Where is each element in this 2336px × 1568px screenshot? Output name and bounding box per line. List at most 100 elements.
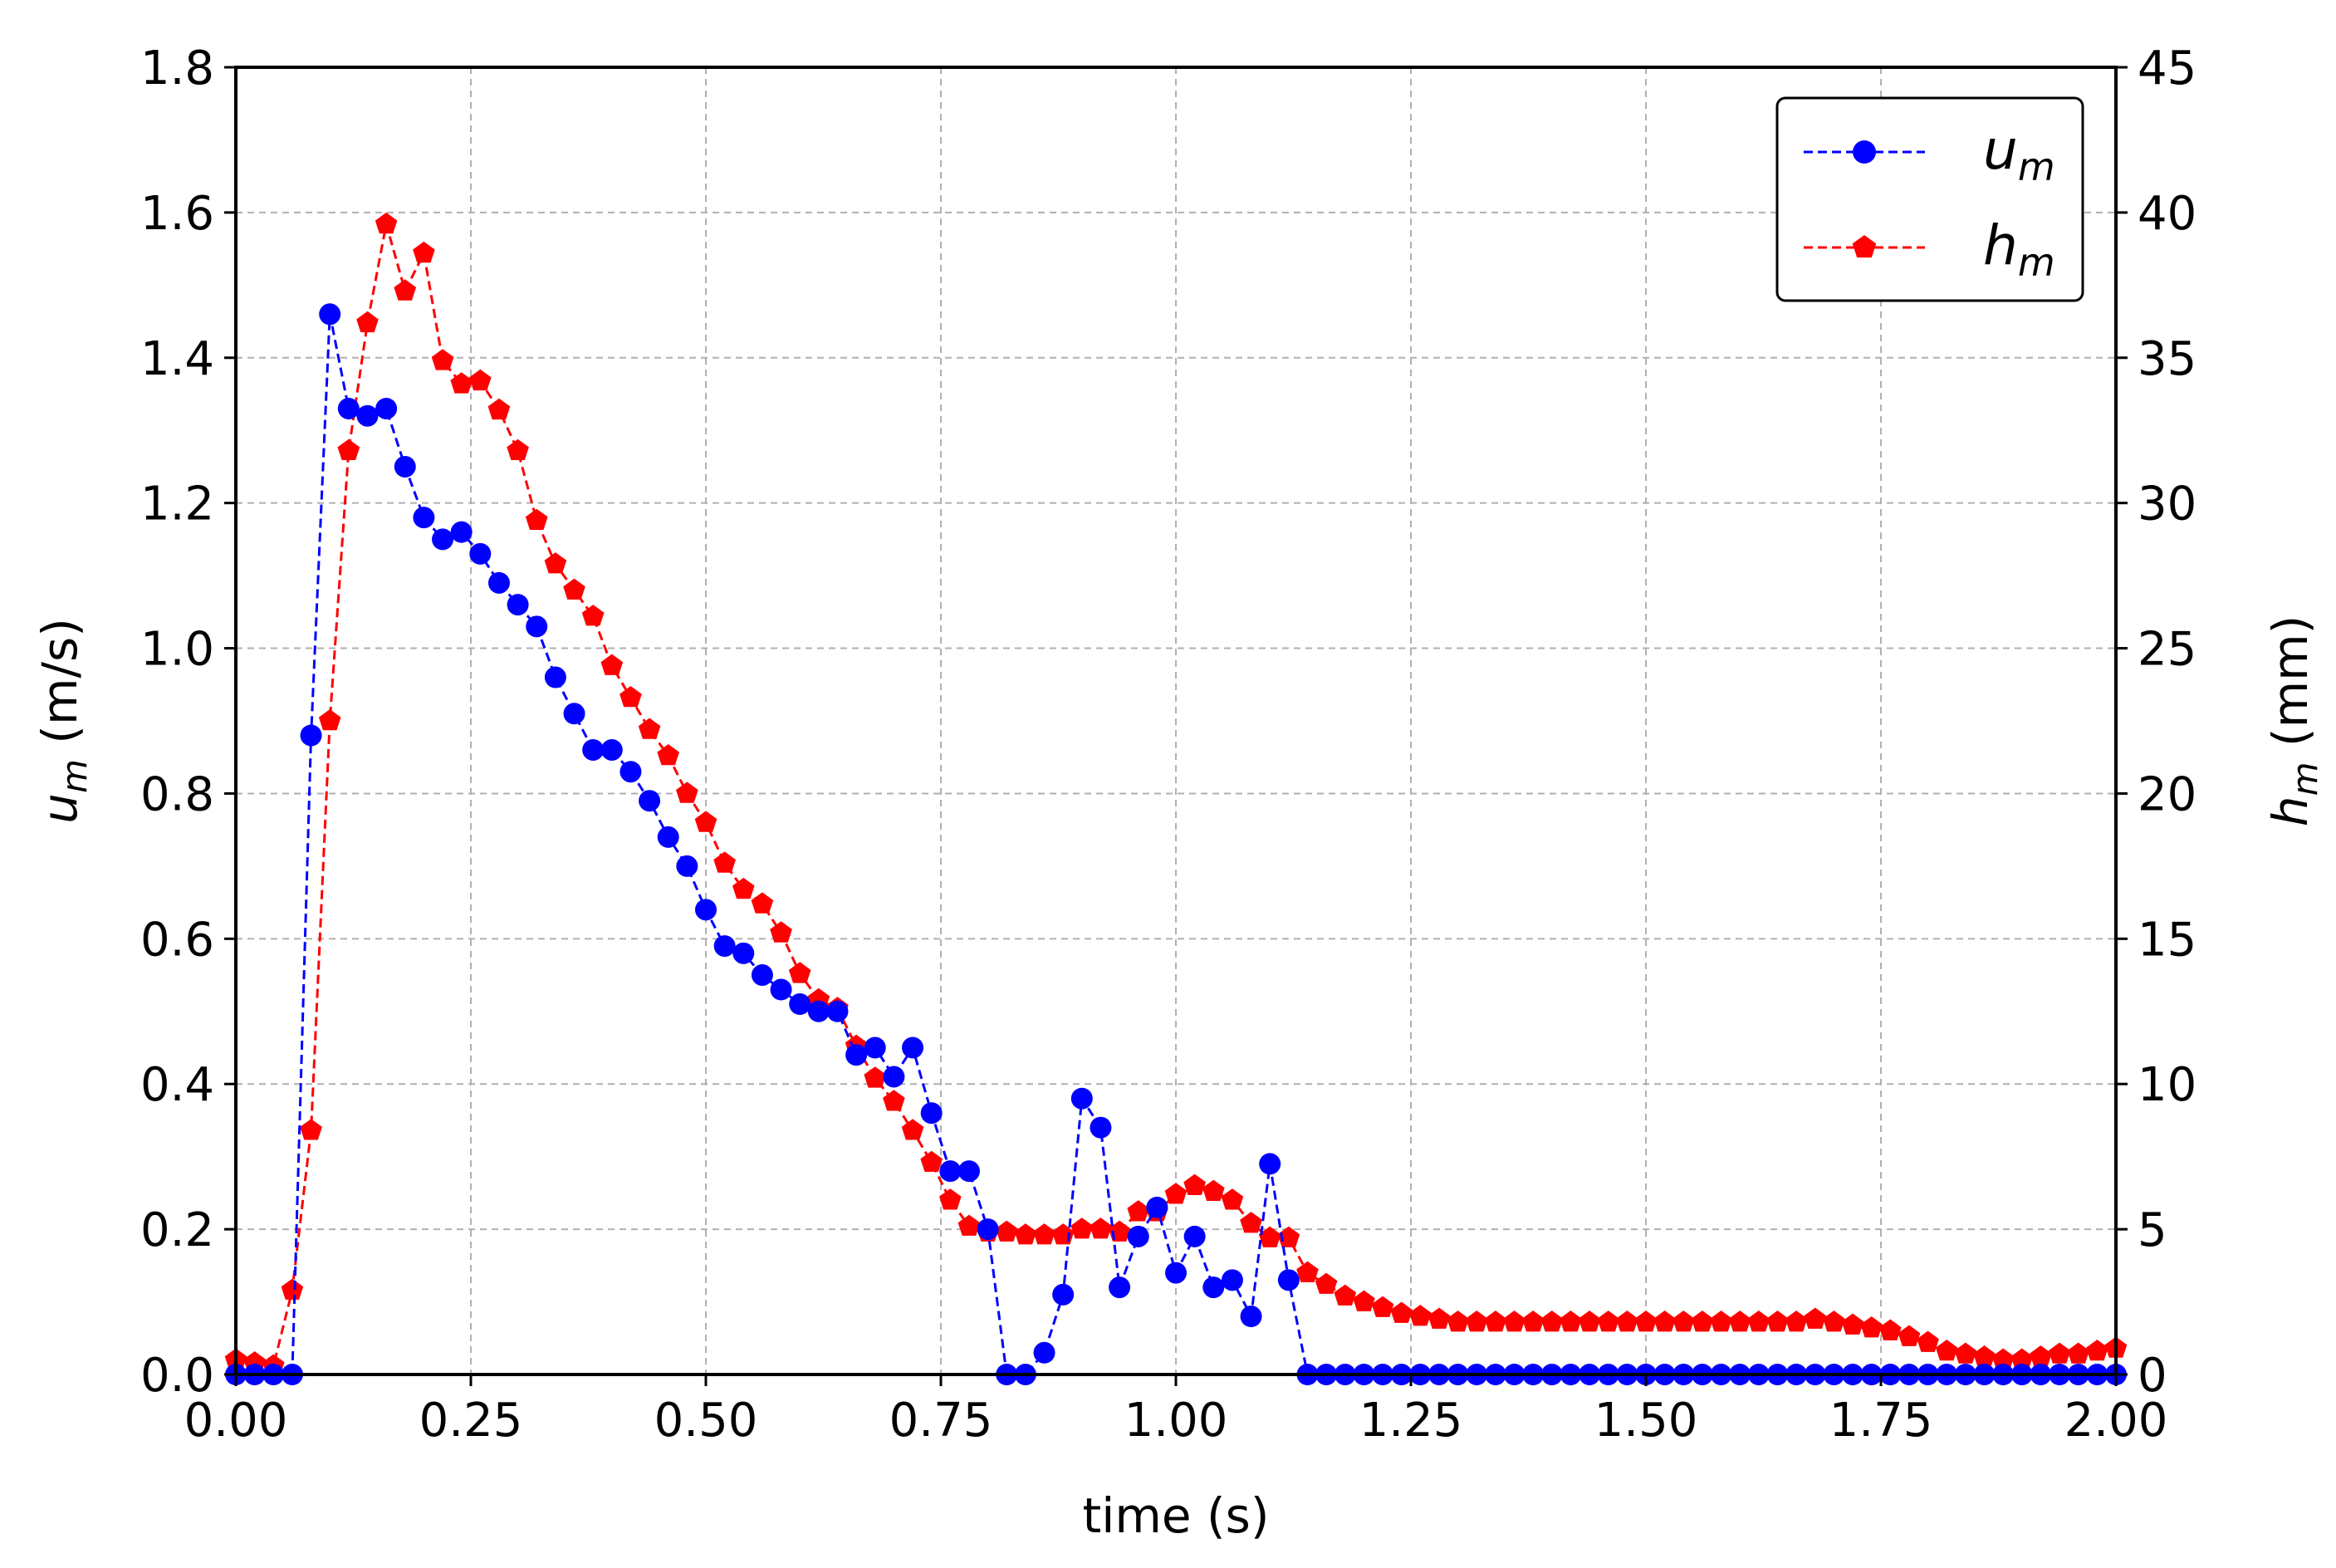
data-point-hm <box>1634 1311 1658 1332</box>
data-point-um <box>1052 1283 1075 1306</box>
data-point-hm <box>1409 1305 1432 1326</box>
legend-label-h-sub: m <box>2018 240 2055 285</box>
series-um <box>225 303 2127 1385</box>
y-right-label-space <box>2262 747 2319 762</box>
data-point-um <box>300 724 322 747</box>
y-left-label-unit: (m/s) <box>32 618 88 744</box>
x-tick-label: 1.00 <box>1124 1394 1228 1448</box>
y-left-label-sub: m <box>54 759 95 793</box>
x-tick-label: 0.00 <box>184 1394 288 1448</box>
data-point-hm <box>1221 1188 1244 1210</box>
data-point-hm <box>1334 1284 1357 1306</box>
data-point-um <box>413 507 435 529</box>
data-point-um <box>544 666 566 688</box>
data-point-um <box>432 528 454 551</box>
data-point-um <box>450 521 473 543</box>
data-point-um <box>920 1102 943 1125</box>
data-point-um <box>807 1000 830 1022</box>
data-point-um <box>883 1066 905 1088</box>
data-point-hm <box>450 372 473 394</box>
data-point-hm <box>1917 1330 1939 1352</box>
y-left-label-space <box>32 744 88 759</box>
data-point-hm <box>939 1188 962 1210</box>
data-point-hm <box>995 1220 1018 1242</box>
data-point-hm <box>394 279 417 301</box>
data-point-hm <box>2067 1342 2089 1364</box>
data-point-um <box>507 594 529 616</box>
data-point-hm <box>1672 1311 1695 1332</box>
data-point-um <box>469 542 492 565</box>
data-point-hm <box>1090 1218 1112 1239</box>
data-point-um <box>957 1160 980 1183</box>
data-point-um <box>319 303 341 326</box>
y-left-tick-label: 0.2 <box>140 1203 214 1257</box>
data-point-um <box>1033 1341 1055 1364</box>
data-point-hm <box>1560 1311 1582 1332</box>
data-point-hm <box>318 709 341 731</box>
data-point-hm <box>1315 1272 1338 1294</box>
x-axis-label: time (s) <box>1083 1487 1270 1544</box>
data-point-hm <box>957 1214 981 1236</box>
y-right-tick-label: 10 <box>2138 1058 2196 1112</box>
data-point-um <box>1221 1269 1243 1291</box>
data-point-hm <box>1202 1179 1225 1201</box>
data-point-hm <box>1785 1311 1808 1332</box>
data-point-um <box>1165 1262 1187 1284</box>
x-tick-label: 2.00 <box>2064 1394 2168 1448</box>
data-point-hm <box>1879 1319 1902 1340</box>
tick-layer: 0.00 0.25 0.50 0.75 1.00 1.25 1.50 1.75 2.000.00… <box>140 42 2196 1448</box>
data-point-hm <box>2010 1348 2034 1370</box>
data-point-hm <box>1540 1311 1564 1332</box>
data-point-um <box>1109 1276 1131 1299</box>
data-point-um <box>770 978 792 1001</box>
data-point-hm <box>1277 1226 1300 1247</box>
data-point-hm <box>1447 1311 1469 1332</box>
x-tick-label: 0.25 <box>419 1394 523 1448</box>
y-right-label-main: h <box>2262 796 2319 826</box>
data-point-hm <box>676 782 698 803</box>
data-point-hm <box>563 578 585 600</box>
y-left-tick-label: 1.4 <box>140 332 214 386</box>
data-point-hm <box>920 1150 943 1172</box>
data-point-um <box>337 397 360 419</box>
data-point-um <box>1259 1153 1281 1175</box>
data-point-hm <box>1935 1340 1958 1361</box>
data-point-hm <box>1841 1313 1864 1335</box>
y-right-tick-label: 15 <box>2138 913 2196 967</box>
data-point-hm <box>1616 1311 1638 1332</box>
data-point-um <box>1240 1306 1262 1328</box>
data-point-um <box>582 738 605 761</box>
y-right-tick-label: 0 <box>2138 1349 2167 1403</box>
data-point-hm <box>638 718 661 739</box>
data-point-hm <box>657 744 679 766</box>
data-point-hm <box>1728 1311 1751 1332</box>
data-point-hm <box>1804 1307 1827 1329</box>
x-tick-label: 1.75 <box>1829 1394 1933 1448</box>
x-tick-label: 0.75 <box>889 1394 993 1448</box>
legend: um hm <box>1775 96 2084 302</box>
y-left-tick-label: 1.0 <box>140 623 214 677</box>
y-right-label-unit: (mm) <box>2262 615 2319 747</box>
data-point-hm <box>1860 1316 1883 1338</box>
data-point-hm <box>1127 1200 1149 1222</box>
data-point-um <box>1070 1087 1093 1110</box>
data-point-hm <box>600 654 624 675</box>
data-point-hm <box>901 1119 924 1140</box>
data-point-um <box>789 993 811 1016</box>
data-point-hm <box>1503 1311 1526 1332</box>
x-tick-label: 0.50 <box>654 1394 758 1448</box>
data-point-hm <box>581 605 605 626</box>
series-hm <box>224 212 2128 1375</box>
data-point-um <box>600 738 623 761</box>
data-point-um <box>526 615 548 638</box>
data-point-um <box>394 455 416 478</box>
data-point-hm <box>694 811 717 832</box>
legend-marker-u <box>1853 140 1876 164</box>
y-right-tick-label: 35 <box>2138 332 2196 386</box>
data-point-hm <box>1183 1174 1206 1195</box>
data-point-um <box>375 397 398 419</box>
y-left-tick-label: 0.4 <box>140 1058 214 1112</box>
data-point-hm <box>1428 1307 1451 1329</box>
y-right-tick-label: 25 <box>2138 623 2196 677</box>
